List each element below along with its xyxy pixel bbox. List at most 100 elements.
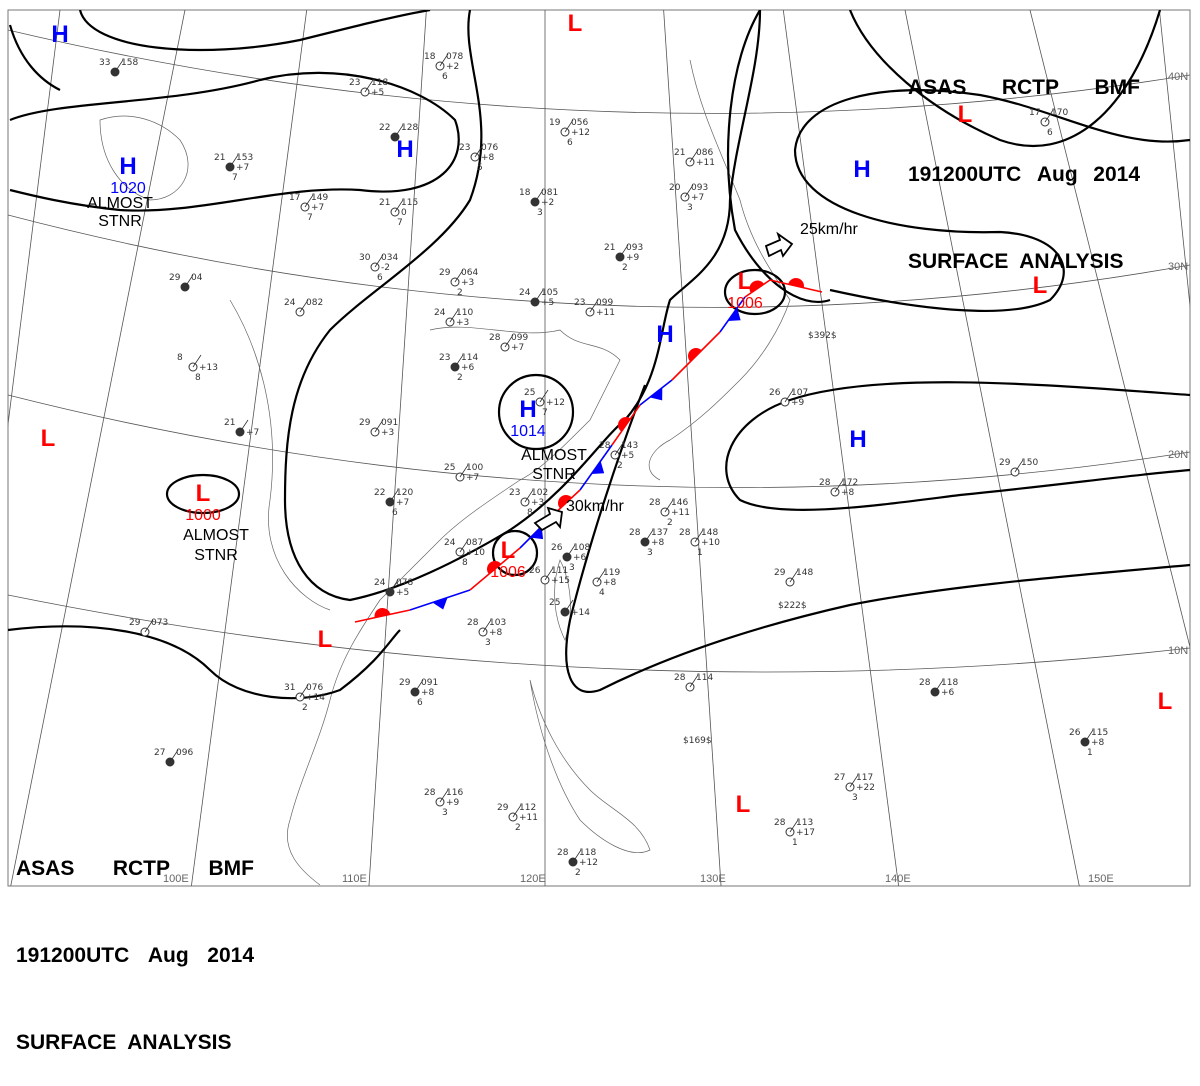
high-pressure-center: H (519, 396, 536, 423)
station-plot: 28 146+112 (649, 498, 690, 528)
low-pressure-center: L (1033, 272, 1048, 299)
header-station: RCTP (1001, 76, 1060, 99)
station-extra-value: 3 (687, 203, 693, 213)
annotations: ALMOST STNR ALMOST STNR ALMOST STNR 25km… (87, 195, 858, 564)
central-pressure-value: 1006 (727, 295, 763, 312)
station-pressure: 082 (306, 298, 323, 308)
station-plot: 21 +7 (224, 418, 259, 438)
high-pressure-center: H (849, 426, 866, 453)
station-temperature: 29 (774, 568, 786, 578)
station-plot: 17 149+77 (289, 193, 328, 223)
station-plot: 29 091+3 (359, 418, 398, 438)
station-temperature: 17 (1029, 108, 1040, 118)
high-pressure-center: H (396, 136, 413, 163)
latitude-line-10n (8, 594, 1190, 673)
station-plot: 24 078+5 (374, 578, 413, 598)
wind-barb-icon (144, 619, 154, 633)
almost-stnr-label: STNR (532, 466, 576, 483)
station-plot: 26 115+81 (1069, 728, 1108, 758)
header-time: 191200UTC (16, 944, 130, 967)
station-plot: 28 099+7 (489, 333, 528, 353)
wind-barb-icon (229, 154, 239, 168)
station-plot: 29 064+32 (439, 268, 478, 298)
station-pressure: 096 (176, 748, 193, 758)
wind-barb-icon (394, 124, 404, 138)
station-pressure: 04 (191, 273, 203, 283)
meridian-line (904, 10, 1080, 886)
station-temperature: 23 (459, 143, 470, 153)
isobar (283, 10, 762, 602)
low-pressure-center: L (958, 101, 973, 128)
station-extra-value: 1 (1087, 748, 1093, 758)
meridian-line (10, 10, 186, 886)
station-pressure: 128 (401, 123, 418, 133)
station-pressure-tendency: +7 (396, 498, 409, 508)
station-pressure: 093 (691, 183, 708, 193)
station-pressure-tendency: +5 (371, 88, 384, 98)
station-pressure: 115 (401, 198, 418, 208)
station-pressure-tendency: +10 (701, 538, 720, 548)
station-pressure: 056 (571, 118, 588, 128)
station-pressure-tendency: +7 (236, 163, 249, 173)
station-pressure-tendency: +14 (306, 693, 325, 703)
station-pressure-tendency: +8 (481, 153, 495, 163)
station-temperature: 28 (467, 618, 479, 628)
station-temperature: 25 (524, 388, 535, 398)
wind-barb-icon (454, 354, 464, 368)
header-month: Aug (147, 944, 189, 967)
station-pressure: 076 (306, 683, 323, 693)
station-plot: 28 137+83 (629, 528, 668, 558)
motion-speed-label: 30km/hr (566, 498, 624, 515)
station-temperature: 28 (819, 478, 831, 488)
wind-barb-icon (389, 579, 399, 593)
wind-barb-icon (299, 684, 309, 698)
map-header-bottom-left: ASAS RCTP BMF 191200UTC Aug 2014 SURFACE ANA… (16, 796, 254, 1086)
header-title: SURFACE ANALYSIS (16, 1031, 232, 1054)
isobar (725, 381, 1190, 511)
station-plot: 24 082 (284, 298, 323, 317)
station-pressure: 118 (941, 678, 958, 688)
station-plot: 28 172+8 (819, 478, 858, 498)
station-pressure-tendency: +3 (531, 498, 544, 508)
isobar (793, 89, 1190, 312)
station-plot: 31 076+142 (284, 683, 325, 713)
station-pressure-tendency: +12 (571, 128, 590, 138)
header-month: Aug (1036, 163, 1078, 186)
station-temperature: 27 (834, 773, 845, 783)
wind-barb-icon (239, 419, 249, 433)
longitude-label: 150E (1088, 873, 1114, 885)
station-plot: 29 112+112 (497, 803, 538, 833)
station-temperature: 33 (99, 58, 110, 68)
low-pressure-center: L (736, 791, 751, 818)
station-temperature: 28 (649, 498, 661, 508)
wind-barb-icon (689, 149, 699, 163)
low-pressure-center: L (41, 425, 56, 452)
station-temperature: 8 (177, 353, 183, 363)
station-pressure-tendency: +13 (199, 363, 218, 373)
station-pressure: 172 (841, 478, 858, 488)
station-plot: 29 04 (169, 273, 203, 292)
station-temperature: 29 (359, 418, 371, 428)
station-pressure-tendency: +8 (603, 578, 617, 588)
central-pressure-value: 1000 (185, 507, 221, 524)
wind-barb-icon (374, 254, 384, 268)
meridian-line (1159, 10, 1190, 310)
station-temperature: 26 (551, 543, 563, 553)
wind-barb-icon (539, 389, 549, 403)
station-pressure: 114 (696, 673, 713, 683)
wind-barb-icon (1014, 459, 1024, 473)
station-pressure: 149 (311, 193, 328, 203)
station-temperature: 28 (674, 673, 686, 683)
station-plot: 23 102+38 (509, 488, 548, 518)
station-pressure-tendency: +5 (396, 588, 409, 598)
station-extra-value: 2 (457, 288, 463, 298)
station-plot: 26 111+15 (529, 566, 570, 586)
wind-barb-icon (184, 274, 194, 288)
station-pressure-tendency: +8 (489, 628, 503, 638)
wind-barb-icon (849, 774, 859, 788)
wind-barb-icon (474, 144, 484, 158)
wind-barb-icon (439, 789, 449, 803)
wind-barb-icon (789, 569, 799, 583)
coastline (287, 326, 621, 886)
